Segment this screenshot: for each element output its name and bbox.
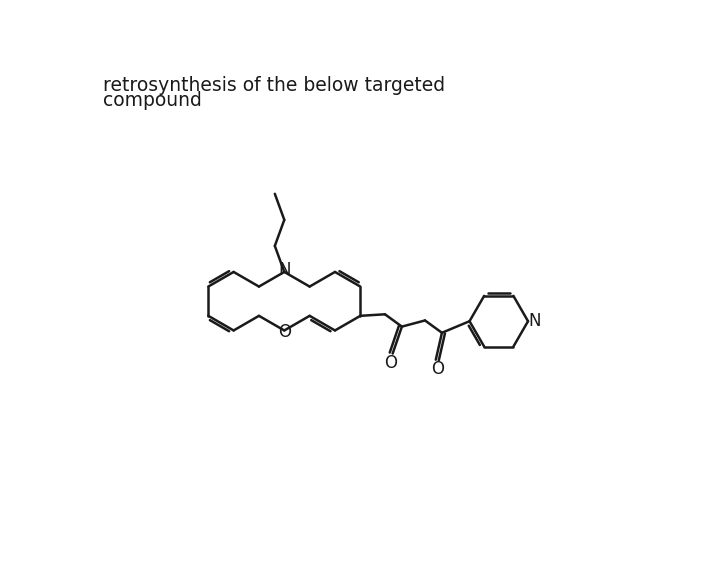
Text: N: N	[528, 312, 541, 330]
Text: retrosynthesis of the below targeted: retrosynthesis of the below targeted	[102, 75, 445, 95]
Text: O: O	[278, 323, 291, 341]
Text: compound: compound	[102, 91, 202, 110]
Text: N: N	[278, 261, 291, 280]
Text: O: O	[431, 360, 444, 378]
Text: O: O	[384, 354, 397, 372]
